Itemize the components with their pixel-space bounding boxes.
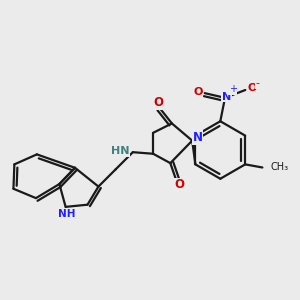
Text: O: O (193, 87, 203, 97)
Text: O: O (175, 178, 185, 191)
Text: N: N (222, 92, 231, 102)
Text: N: N (193, 131, 203, 144)
Text: +: + (229, 84, 237, 94)
Text: O: O (248, 83, 257, 93)
Text: NH: NH (58, 209, 75, 219)
Text: -: - (256, 78, 260, 88)
Text: HN: HN (111, 146, 130, 156)
Text: CH₃: CH₃ (271, 163, 289, 172)
Text: O: O (153, 96, 164, 109)
